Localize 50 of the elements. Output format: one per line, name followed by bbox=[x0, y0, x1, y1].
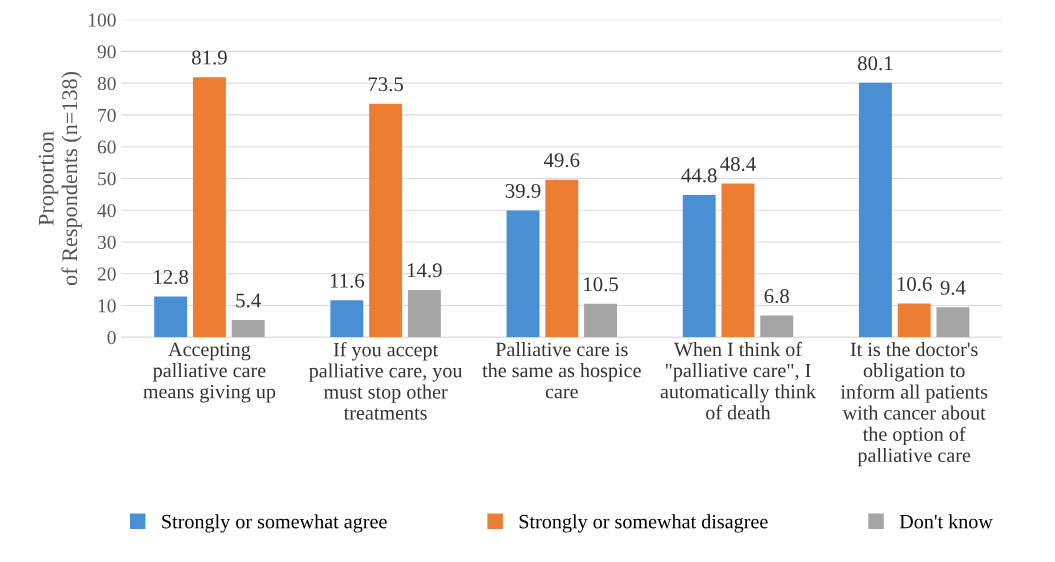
y-axis-title: Proportion of Respondents (n=138) bbox=[38, 71, 82, 286]
y-tick-label: 80 bbox=[97, 76, 116, 91]
bar bbox=[584, 303, 618, 338]
x-tick-label: It is the doctor's obligation to inform all patients with cancer about the option of palliative care bbox=[840, 342, 988, 467]
legend-label: Strongly or somewhat disagree bbox=[519, 514, 768, 533]
bar bbox=[858, 82, 892, 338]
y-tick-label: 30 bbox=[97, 235, 116, 249]
bar bbox=[369, 103, 403, 338]
data-label: 9.4 bbox=[940, 280, 966, 295]
bar bbox=[721, 183, 755, 338]
legend-label: Don't know bbox=[899, 514, 993, 529]
data-label: 12.8 bbox=[154, 269, 189, 285]
y-tick-label: 60 bbox=[97, 140, 116, 154]
x-tick-label: If you accept palliative care, you must stop other treatments bbox=[309, 342, 463, 420]
data-label: 44.8 bbox=[681, 168, 717, 183]
y-tick-label: 50 bbox=[98, 172, 116, 186]
y-tick-label: 0 bbox=[107, 331, 116, 345]
bar bbox=[231, 320, 265, 338]
data-label: 14.9 bbox=[407, 263, 442, 278]
y-tick-label: 10 bbox=[98, 299, 116, 313]
bar bbox=[760, 315, 794, 338]
bar bbox=[330, 300, 364, 338]
data-label: 6.8 bbox=[764, 288, 789, 304]
y-tick-label: 100 bbox=[89, 13, 116, 27]
data-label: 49.6 bbox=[543, 153, 580, 168]
bar bbox=[682, 194, 716, 338]
x-tick-label: Palliative care is the same as hospice care bbox=[482, 342, 641, 399]
x-tick-label: Accepting palliative care means giving up bbox=[143, 342, 276, 403]
data-label: 5.4 bbox=[236, 293, 261, 308]
bar bbox=[407, 289, 441, 338]
bar bbox=[897, 303, 931, 338]
data-label: 39.9 bbox=[505, 183, 541, 199]
data-label: 81.9 bbox=[191, 50, 227, 65]
x-tick-label: When I think of "palliative care", I automatically think of death bbox=[660, 341, 816, 420]
bar bbox=[936, 307, 970, 338]
bar bbox=[192, 77, 226, 338]
legend-label: Strongly or somewhat agree bbox=[162, 514, 387, 533]
data-label: 11.6 bbox=[330, 273, 365, 288]
data-label: 10.6 bbox=[897, 276, 932, 292]
bar bbox=[154, 296, 188, 338]
bar bbox=[545, 179, 579, 338]
y-tick-label: 70 bbox=[98, 108, 116, 122]
data-label: 10.5 bbox=[584, 277, 618, 292]
data-label: 73.5 bbox=[368, 77, 404, 92]
data-label: 48.4 bbox=[720, 156, 756, 172]
data-label: 80.1 bbox=[857, 56, 893, 71]
y-tick-label: 40 bbox=[97, 204, 116, 218]
y-tick-label: 20 bbox=[97, 267, 116, 281]
bar bbox=[506, 210, 540, 338]
y-tick-label: 90 bbox=[97, 45, 116, 59]
